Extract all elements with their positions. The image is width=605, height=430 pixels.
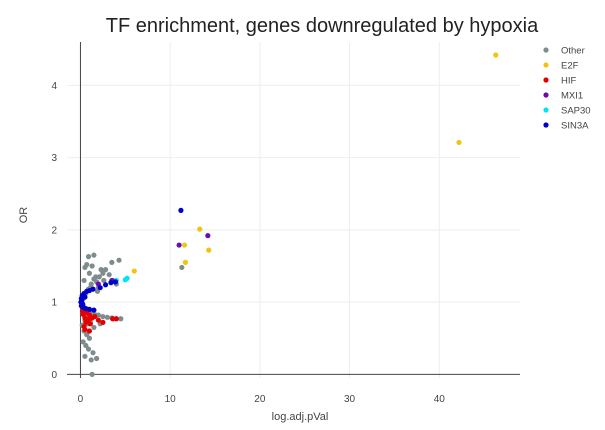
data-point[interactable] [102, 282, 109, 288]
series-e2f [131, 52, 499, 274]
legend-marker [543, 107, 549, 113]
data-point[interactable] [91, 252, 97, 258]
legend-marker [543, 92, 549, 98]
data-point[interactable] [91, 307, 97, 313]
legend-label: Other [561, 46, 585, 57]
data-points [78, 52, 499, 377]
data-point[interactable] [93, 274, 99, 280]
data-point[interactable] [104, 314, 110, 320]
legend-label: E2F [561, 61, 579, 72]
data-point[interactable] [456, 139, 462, 146]
data-point[interactable] [109, 259, 115, 265]
data-point[interactable] [89, 371, 95, 377]
data-point[interactable] [86, 335, 93, 341]
legend-label: SIN3A [561, 121, 589, 132]
data-point[interactable] [110, 316, 116, 322]
data-point[interactable] [179, 264, 185, 271]
data-point[interactable] [83, 319, 89, 325]
y-tick-label: 4 [51, 81, 57, 92]
data-point[interactable] [108, 280, 114, 286]
axes: 0 10 20 30 40 0 1 2 3 4 [51, 42, 520, 405]
chart-title: TF enrichment, genes downregulated by hy… [106, 15, 539, 37]
data-point[interactable] [84, 261, 90, 268]
legend-item-hif[interactable]: HIF [543, 76, 577, 87]
data-point[interactable] [86, 306, 93, 312]
y-tick-label: 2 [51, 225, 57, 236]
data-point[interactable] [94, 288, 101, 294]
data-point[interactable] [85, 254, 92, 260]
x-tick-label: 10 [165, 394, 177, 405]
data-point[interactable] [86, 270, 93, 276]
data-point[interactable] [90, 350, 96, 356]
data-point[interactable] [131, 268, 137, 274]
data-point[interactable] [205, 233, 211, 239]
data-point[interactable] [178, 207, 184, 213]
data-point[interactable] [97, 285, 103, 291]
data-point[interactable] [82, 294, 88, 300]
data-point[interactable] [81, 277, 87, 284]
data-point[interactable] [95, 317, 101, 323]
data-point[interactable] [80, 339, 86, 345]
grid [67, 42, 520, 378]
data-point[interactable] [85, 346, 92, 352]
data-point[interactable] [106, 272, 112, 278]
data-point[interactable] [118, 316, 124, 322]
data-point[interactable] [100, 319, 106, 325]
data-point[interactable] [94, 355, 100, 362]
data-point[interactable] [88, 357, 94, 363]
data-point[interactable] [112, 279, 119, 285]
y-tick-label: 0 [51, 370, 57, 381]
data-point[interactable] [86, 328, 93, 334]
data-point[interactable] [181, 242, 188, 248]
data-point[interactable] [90, 286, 96, 292]
y-tick-label: 3 [51, 153, 57, 164]
data-point[interactable] [83, 342, 89, 349]
y-axis-title: OR [18, 207, 30, 224]
data-point[interactable] [98, 267, 104, 273]
data-point[interactable] [182, 259, 189, 265]
legend-marker [543, 122, 549, 128]
legend[interactable]: Other E2F HIF MXI1 SAP30 SIN3A [543, 46, 591, 132]
data-point[interactable] [92, 313, 98, 320]
legend-label: SAP30 [561, 106, 591, 117]
data-point[interactable] [87, 321, 93, 327]
data-point[interactable] [116, 257, 122, 263]
data-point[interactable] [100, 313, 106, 320]
legend-marker [543, 62, 549, 68]
data-point[interactable] [124, 275, 130, 281]
data-point[interactable] [84, 332, 90, 338]
series-mxi1 [95, 233, 211, 287]
x-tick-label: 30 [344, 394, 356, 405]
legend-marker [543, 47, 549, 53]
data-point[interactable] [493, 52, 499, 58]
legend-marker [543, 77, 549, 83]
data-point[interactable] [197, 226, 203, 232]
data-point[interactable] [102, 267, 109, 273]
x-tick-label: 40 [434, 394, 446, 405]
legend-item-other[interactable]: Other [543, 46, 585, 57]
x-axis-title: log.adj.pVal [272, 411, 329, 423]
legend-item-sin3a[interactable]: SIN3A [543, 121, 589, 132]
legend-item-e2f[interactable]: E2F [543, 61, 579, 72]
data-point[interactable] [206, 247, 212, 253]
legend-label: HIF [561, 76, 577, 87]
data-point[interactable] [89, 263, 95, 269]
data-point[interactable] [82, 326, 88, 333]
data-point[interactable] [96, 274, 102, 280]
series-sin3a [78, 207, 184, 313]
legend-item-sap30[interactable]: SAP30 [543, 106, 591, 117]
data-point[interactable] [113, 316, 119, 322]
data-point[interactable] [91, 324, 97, 331]
data-point[interactable] [82, 353, 88, 359]
legend-item-mxi1[interactable]: MXI1 [543, 91, 583, 102]
data-point[interactable] [101, 277, 107, 284]
data-point[interactable] [80, 301, 86, 307]
x-tick-label: 20 [254, 394, 266, 405]
data-point[interactable] [176, 242, 182, 248]
legend-label: MXI1 [561, 91, 583, 102]
x-tick-label: 0 [78, 394, 84, 405]
y-tick-label: 1 [51, 298, 57, 309]
